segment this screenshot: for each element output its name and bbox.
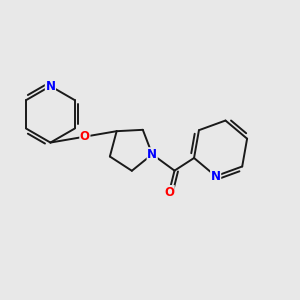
Text: O: O [164, 185, 174, 199]
Text: N: N [147, 148, 157, 161]
Text: N: N [211, 169, 221, 183]
Text: N: N [45, 80, 56, 93]
Text: O: O [80, 130, 90, 143]
